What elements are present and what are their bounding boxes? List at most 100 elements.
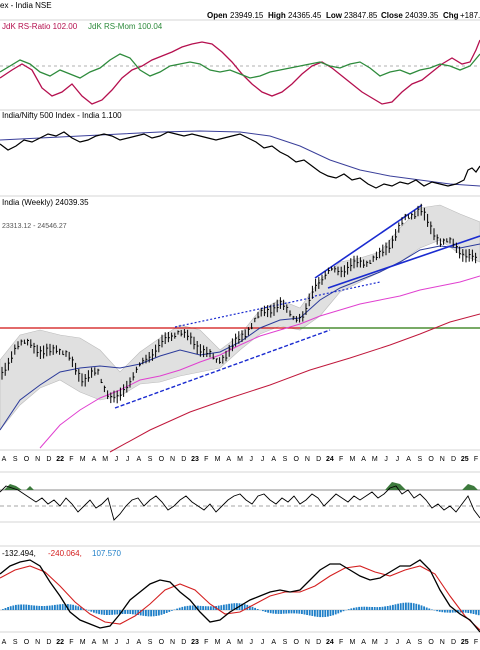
macd-hist-bar (7, 607, 9, 610)
macd-hist-bar (425, 607, 428, 610)
close-value: 24039.35 (405, 11, 439, 20)
panel-price: India (Weekly) 24039.35 23313.12 - 24546… (0, 198, 480, 453)
x-axis-bottom-tick: S (148, 639, 153, 646)
macd-hist-bar (121, 610, 124, 614)
macd-hist-bar (264, 610, 267, 612)
x-axis-bottom-tick: A (92, 639, 97, 646)
macd-hist-bar (111, 610, 113, 615)
macd-hist-bar (207, 606, 210, 610)
high-label: High (268, 11, 286, 20)
macd-hist-bar (386, 606, 389, 610)
macd-hist-bar (56, 604, 59, 610)
x-axis-bottom-tick: S (13, 639, 18, 646)
macd-hist-bar (124, 610, 126, 614)
x-axis-tick: A (137, 456, 142, 463)
macd-hist-bar (384, 606, 386, 610)
macd-hist-bar (254, 607, 256, 610)
panel-rs: India/Nifty 500 Index - India 1.100 (0, 111, 480, 189)
macd-hist-bar (436, 610, 438, 612)
x-axis-tick: 23 (191, 456, 199, 463)
panel-frames (0, 19, 480, 633)
ma-mid-line (39, 275, 480, 449)
x-axis-bottom-tick: M (102, 639, 108, 646)
macd-hist-bar (392, 604, 394, 610)
bollinger-band-area (0, 204, 480, 431)
x-axis-tick: A (226, 456, 231, 463)
x-axis-tick: F (69, 456, 73, 463)
macd-hist-bar (38, 605, 41, 610)
x-axis-tick: J (261, 456, 265, 463)
macd-hist-bar (43, 606, 46, 610)
macd-hist-bar (46, 605, 48, 610)
macd-hist-bar (134, 610, 137, 615)
trend-dashed-lower (114, 329, 331, 409)
macd-line (0, 559, 480, 633)
macd-hist-bar (441, 610, 444, 613)
macd-hist-bar (246, 604, 249, 610)
macd-hist-bar (373, 607, 376, 610)
macd-hist-bar (98, 610, 100, 615)
macd-hist-bar (306, 610, 308, 615)
x-axis-bottom-tick: 22 (56, 639, 64, 646)
macd-hist-bar (311, 610, 314, 616)
macd-hist-bar (210, 606, 212, 610)
macd-hist-bar (467, 610, 470, 613)
x-axis-tick: D (46, 456, 51, 463)
panel-rsi (0, 482, 480, 521)
macd-hist-bar (93, 610, 95, 613)
ma-slow-line (109, 313, 480, 453)
x-axis-bottom-tick: O (293, 639, 299, 646)
x-axis-bottom-tick: M (80, 639, 86, 646)
rs-line (0, 131, 480, 189)
x-axis-bottom-tick: D (181, 639, 186, 646)
x-axis-bottom-tick: J (384, 639, 388, 646)
macd-hist-bar (236, 603, 238, 610)
x-axis-bottom-tick: 24 (326, 639, 334, 646)
x-axis-tick: S (283, 456, 288, 463)
macd-hist-bar (4, 608, 7, 610)
macd-hist-bar (475, 610, 477, 615)
macd-hist-bar (451, 610, 454, 613)
x-axis-bottom-tick: D (451, 639, 456, 646)
x-axis-tick: A (361, 456, 366, 463)
macd-hist-bar (353, 607, 355, 610)
macd-hist-bar (25, 604, 28, 610)
macd-hist-bar (298, 610, 301, 614)
x-axis-tick: D (316, 456, 321, 463)
macd-hist-bar (145, 610, 147, 617)
macd-hist-bar (308, 610, 311, 616)
macd-hist-bar (389, 605, 392, 610)
macd-hist-bar (51, 605, 54, 610)
macd-hist-bar (415, 603, 418, 610)
macd-hist-bar (438, 610, 441, 612)
macd-hist-bar (103, 610, 106, 615)
macd-hist-bar (470, 610, 472, 614)
macd-hist-bar (67, 604, 69, 610)
macd-hist-bar (285, 610, 288, 614)
x-axis-bottom-tick: J (115, 639, 119, 646)
x-axis-bottom-tick: F (204, 639, 208, 646)
macd-hist-bar (399, 603, 402, 610)
macd-hist-bar (95, 610, 98, 614)
rs-label: India/Nifty 500 Index - India 1.100 (2, 111, 122, 120)
x-axis-tick: O (428, 456, 434, 463)
macd-hist-bar (108, 610, 111, 615)
x-axis-tick: 22 (56, 456, 64, 463)
x-axis-bottom-tick: A (406, 639, 411, 646)
x-axis-tick: M (215, 456, 221, 463)
x-axis-bottom-tick: F (69, 639, 73, 646)
macd-hist-bar (85, 609, 87, 610)
macd-hist-bar (321, 610, 324, 618)
macd-hist-bar (355, 607, 358, 610)
macd-hist-bar (288, 610, 290, 614)
x-axis-bottom-tick: D (46, 639, 51, 646)
x-axis-tick: F (204, 456, 208, 463)
macd-hist-bar (394, 604, 397, 610)
macd-hist-bar (295, 610, 298, 614)
x-axis-tick: A (271, 456, 276, 463)
macd-hist-bar (147, 610, 150, 617)
x-axis-bottom-tick: N (35, 639, 40, 646)
macd-hist-bar (74, 605, 77, 610)
macd-hist-bar (301, 610, 303, 614)
low-value: 23847.85 (344, 11, 378, 20)
